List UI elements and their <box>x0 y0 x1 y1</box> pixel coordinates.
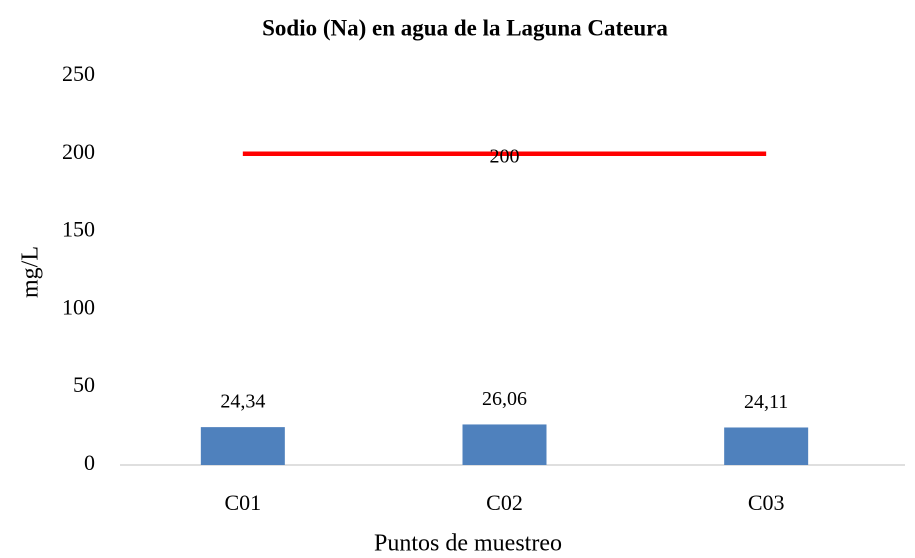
data-label: 200 <box>490 145 520 167</box>
bar <box>200 427 285 465</box>
chart-title: Sodio (Na) en agua de la Laguna Cateura <box>262 15 668 40</box>
x-tick-label: C01 <box>224 490 261 515</box>
x-tick-label: C03 <box>748 490 785 515</box>
bar <box>462 424 547 465</box>
bar <box>724 427 809 465</box>
y-tick-label: 250 <box>62 61 95 86</box>
y-tick-label: 200 <box>62 139 95 164</box>
y-axis-title: mg/L <box>18 246 44 298</box>
y-tick-label: 0 <box>84 450 95 475</box>
y-tick-label: 150 <box>62 217 95 242</box>
y-tick-label: 50 <box>73 372 95 397</box>
x-tick-label: C02 <box>486 490 523 515</box>
y-tick-label: 100 <box>62 294 95 319</box>
x-axis-title: Puntos de muestreo <box>374 531 562 557</box>
data-label: 26,06 <box>482 388 527 410</box>
data-label: 24,34 <box>220 391 265 413</box>
data-label: 24,11 <box>744 391 788 413</box>
